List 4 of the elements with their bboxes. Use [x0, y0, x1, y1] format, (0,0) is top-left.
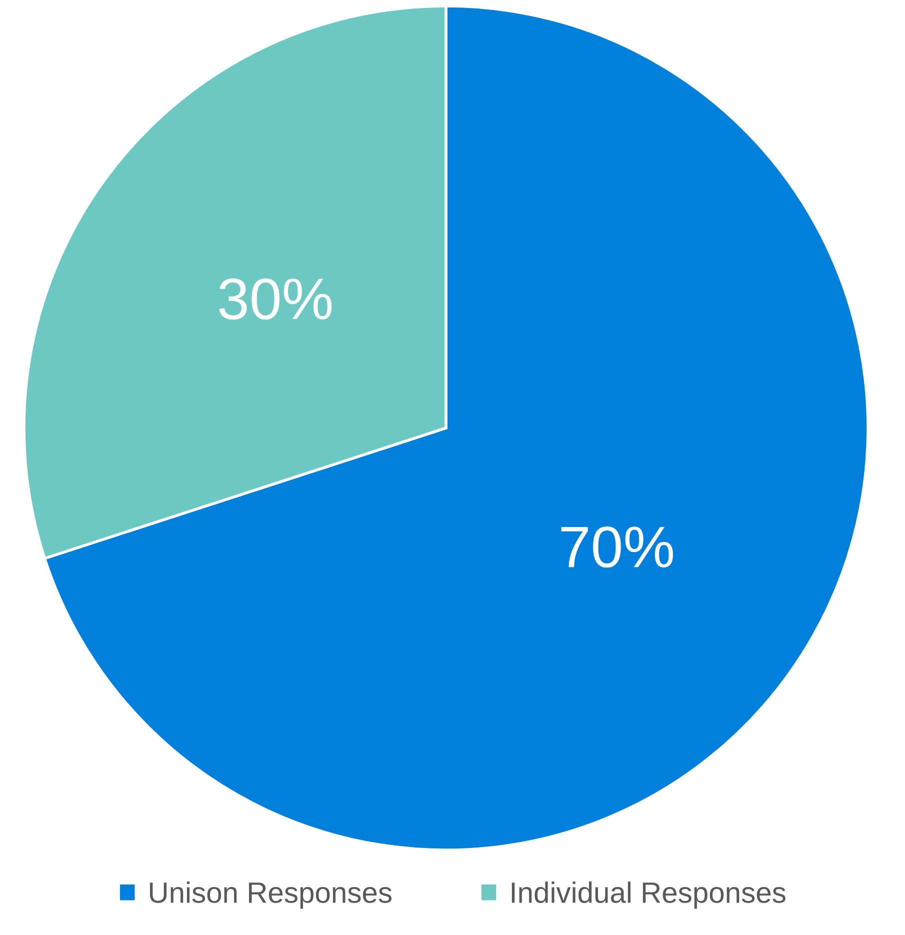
data-label: 70%	[561, 526, 673, 568]
data-label: 30%	[219, 278, 332, 320]
legend-label: Individual Responses	[512, 882, 786, 909]
legend-label: Unison Responses	[150, 882, 392, 909]
